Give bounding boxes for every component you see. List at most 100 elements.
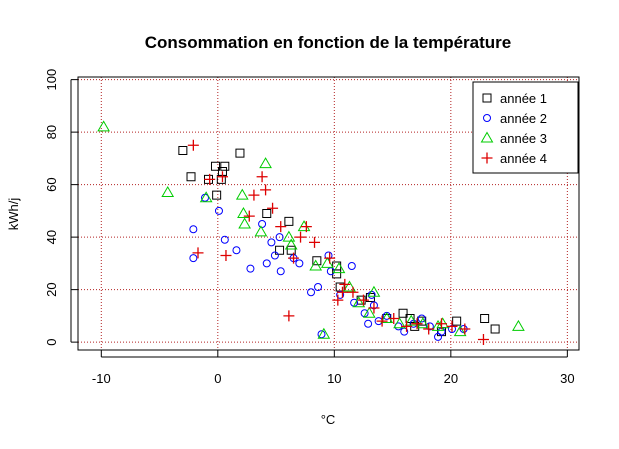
data-point-circle [258, 220, 267, 228]
data-point-plus [336, 286, 348, 298]
data-point-triangle [254, 225, 268, 237]
x-axis: -10 0 10 20 30 [92, 350, 575, 386]
data-point-plus [357, 294, 369, 306]
legend-marker-triangle [480, 131, 494, 143]
x-axis-label: °C [321, 412, 336, 427]
data-point-circle [246, 264, 255, 273]
data-point-triangle [436, 317, 450, 329]
data-point-plus [260, 184, 272, 196]
data-point-circle [364, 319, 373, 328]
data-point-triangle [97, 120, 110, 132]
data-point-plus [347, 286, 359, 298]
data-point-plus [243, 210, 255, 222]
data-point-circle [220, 235, 229, 244]
data-point-triangle [259, 157, 272, 169]
data-point-triangle [282, 230, 296, 242]
data-point-triangle [199, 191, 213, 203]
x-tick-label: 30 [560, 371, 574, 386]
data-point-circle [336, 290, 345, 299]
data-point-circle [295, 259, 304, 268]
data-point-circle [326, 267, 335, 276]
data-point-plus [295, 231, 307, 243]
data-point-triangle [235, 188, 249, 200]
data-point-triangle [237, 207, 250, 218]
data-point-square [312, 256, 322, 266]
legend-label: année 2 [500, 111, 547, 126]
data-point-circle [275, 233, 284, 242]
data-point-square [212, 190, 222, 200]
data-point-square [235, 148, 245, 158]
data-point-plus [216, 171, 228, 183]
data-point-square [210, 161, 220, 171]
data-point-plus [288, 252, 300, 264]
data-point-triangle [238, 217, 251, 229]
data-point-triangle [352, 296, 366, 308]
data-point-square [480, 314, 490, 323]
data-point-plus [459, 323, 471, 335]
y-tick-label: 80 [44, 125, 59, 139]
data-point-triangle [416, 317, 430, 329]
data-point-circle [270, 251, 279, 260]
data-point-triangle [343, 280, 356, 292]
data-point-plus [368, 302, 380, 314]
data-point-plus [220, 250, 232, 261]
data-point-triangle [512, 319, 525, 331]
legend-label: année 4 [500, 151, 547, 166]
data-point-plus [339, 278, 351, 290]
data-point-plus [376, 315, 388, 327]
data-point-triangle [393, 317, 406, 329]
data-point-triangle [309, 259, 323, 271]
y-tick-label: 20 [44, 282, 59, 296]
legend-marker-plus [481, 152, 493, 164]
data-point-square [220, 161, 230, 171]
data-point-circle [189, 225, 198, 234]
series-annee-1 [178, 146, 500, 337]
data-point-triangle [297, 220, 311, 232]
data-point-plus [332, 294, 344, 306]
legend-marker-circle [483, 114, 491, 122]
data-point-circle [232, 246, 241, 255]
data-point-plus [411, 318, 423, 330]
data-point-circle [276, 267, 285, 276]
data-point-square [490, 324, 500, 334]
data-point-triangle [161, 186, 175, 197]
data-point-square [286, 245, 296, 255]
data-point-square [398, 308, 408, 318]
data-point-plus [267, 202, 279, 214]
data-point-plus [192, 247, 204, 259]
data-point-plus [401, 320, 413, 332]
data-point-square [417, 316, 427, 326]
x-tick-label: 0 [214, 371, 221, 386]
chart-title: Consommation en fonction de la températu… [145, 33, 512, 52]
x-tick-label: 20 [444, 371, 458, 386]
data-point-triangle [317, 327, 331, 339]
data-point-plus [283, 310, 295, 322]
data-point-plus [324, 252, 336, 264]
y-tick-label: 40 [44, 230, 59, 244]
data-point-circle [417, 314, 426, 323]
data-point-circle [314, 283, 323, 291]
y-tick-label: 0 [44, 339, 59, 346]
data-point-plus [187, 139, 199, 151]
series-annee-4 [187, 139, 489, 345]
data-point-square [275, 245, 285, 255]
data-point-plus [446, 320, 458, 332]
data-point-triangle [362, 306, 376, 318]
data-point-square [452, 316, 462, 326]
data-point-plus [309, 236, 321, 248]
data-point-plus [275, 221, 287, 233]
data-point-triangle [367, 285, 381, 297]
data-point-circle [267, 238, 276, 247]
plot-frame [77, 76, 580, 351]
legend-label: année 1 [500, 91, 547, 106]
data-point-square [262, 209, 272, 218]
y-axis: 0 20 40 60 80 100 [44, 69, 78, 346]
data-point-circle [307, 288, 316, 297]
data-point-plus [256, 171, 268, 183]
data-point-circle [347, 262, 356, 270]
data-point-triangle [404, 314, 418, 326]
data-point-square [284, 216, 294, 226]
data-point-plus [436, 318, 448, 330]
legend-label: année 3 [500, 131, 547, 146]
